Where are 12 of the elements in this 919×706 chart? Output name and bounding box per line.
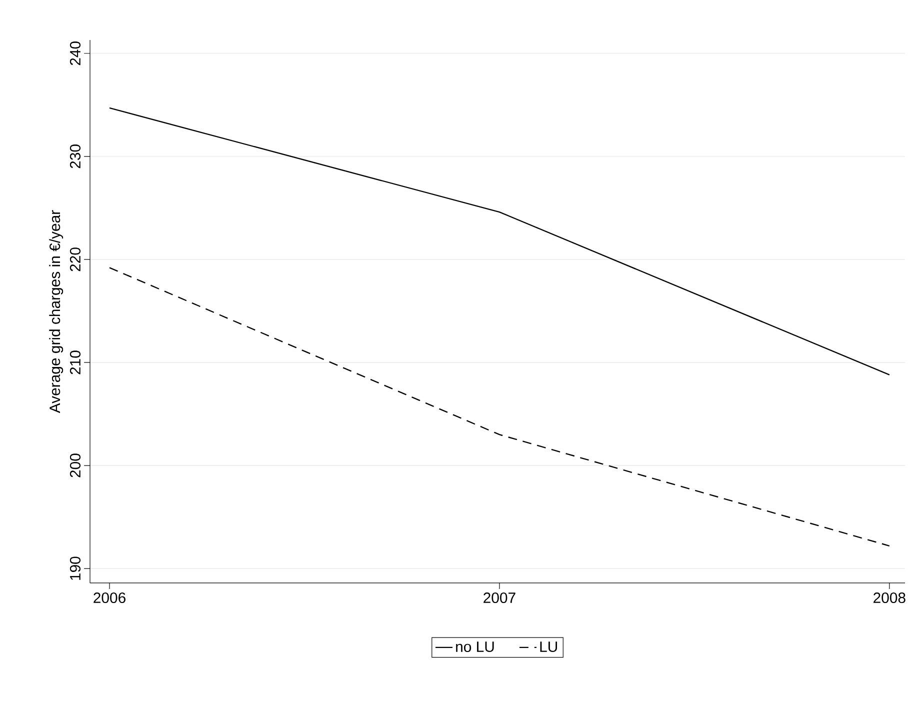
legend-label: no LU [456,642,494,652]
y-tick-label: 240 [70,42,81,66]
x-tick-label: 2007 [484,592,516,604]
y-tick-label: 200 [70,454,81,478]
x-tick-label: 2006 [94,592,126,604]
y-axis-title: Average grid charges in €/year [49,210,64,414]
y-tick-label: 190 [70,556,81,580]
legend-label: LU [540,642,557,652]
y-tick-label: 220 [70,248,81,272]
y-tick-label: 210 [70,350,81,374]
x-tick-label: 2008 [874,592,906,604]
y-tick-label: 230 [70,144,81,168]
